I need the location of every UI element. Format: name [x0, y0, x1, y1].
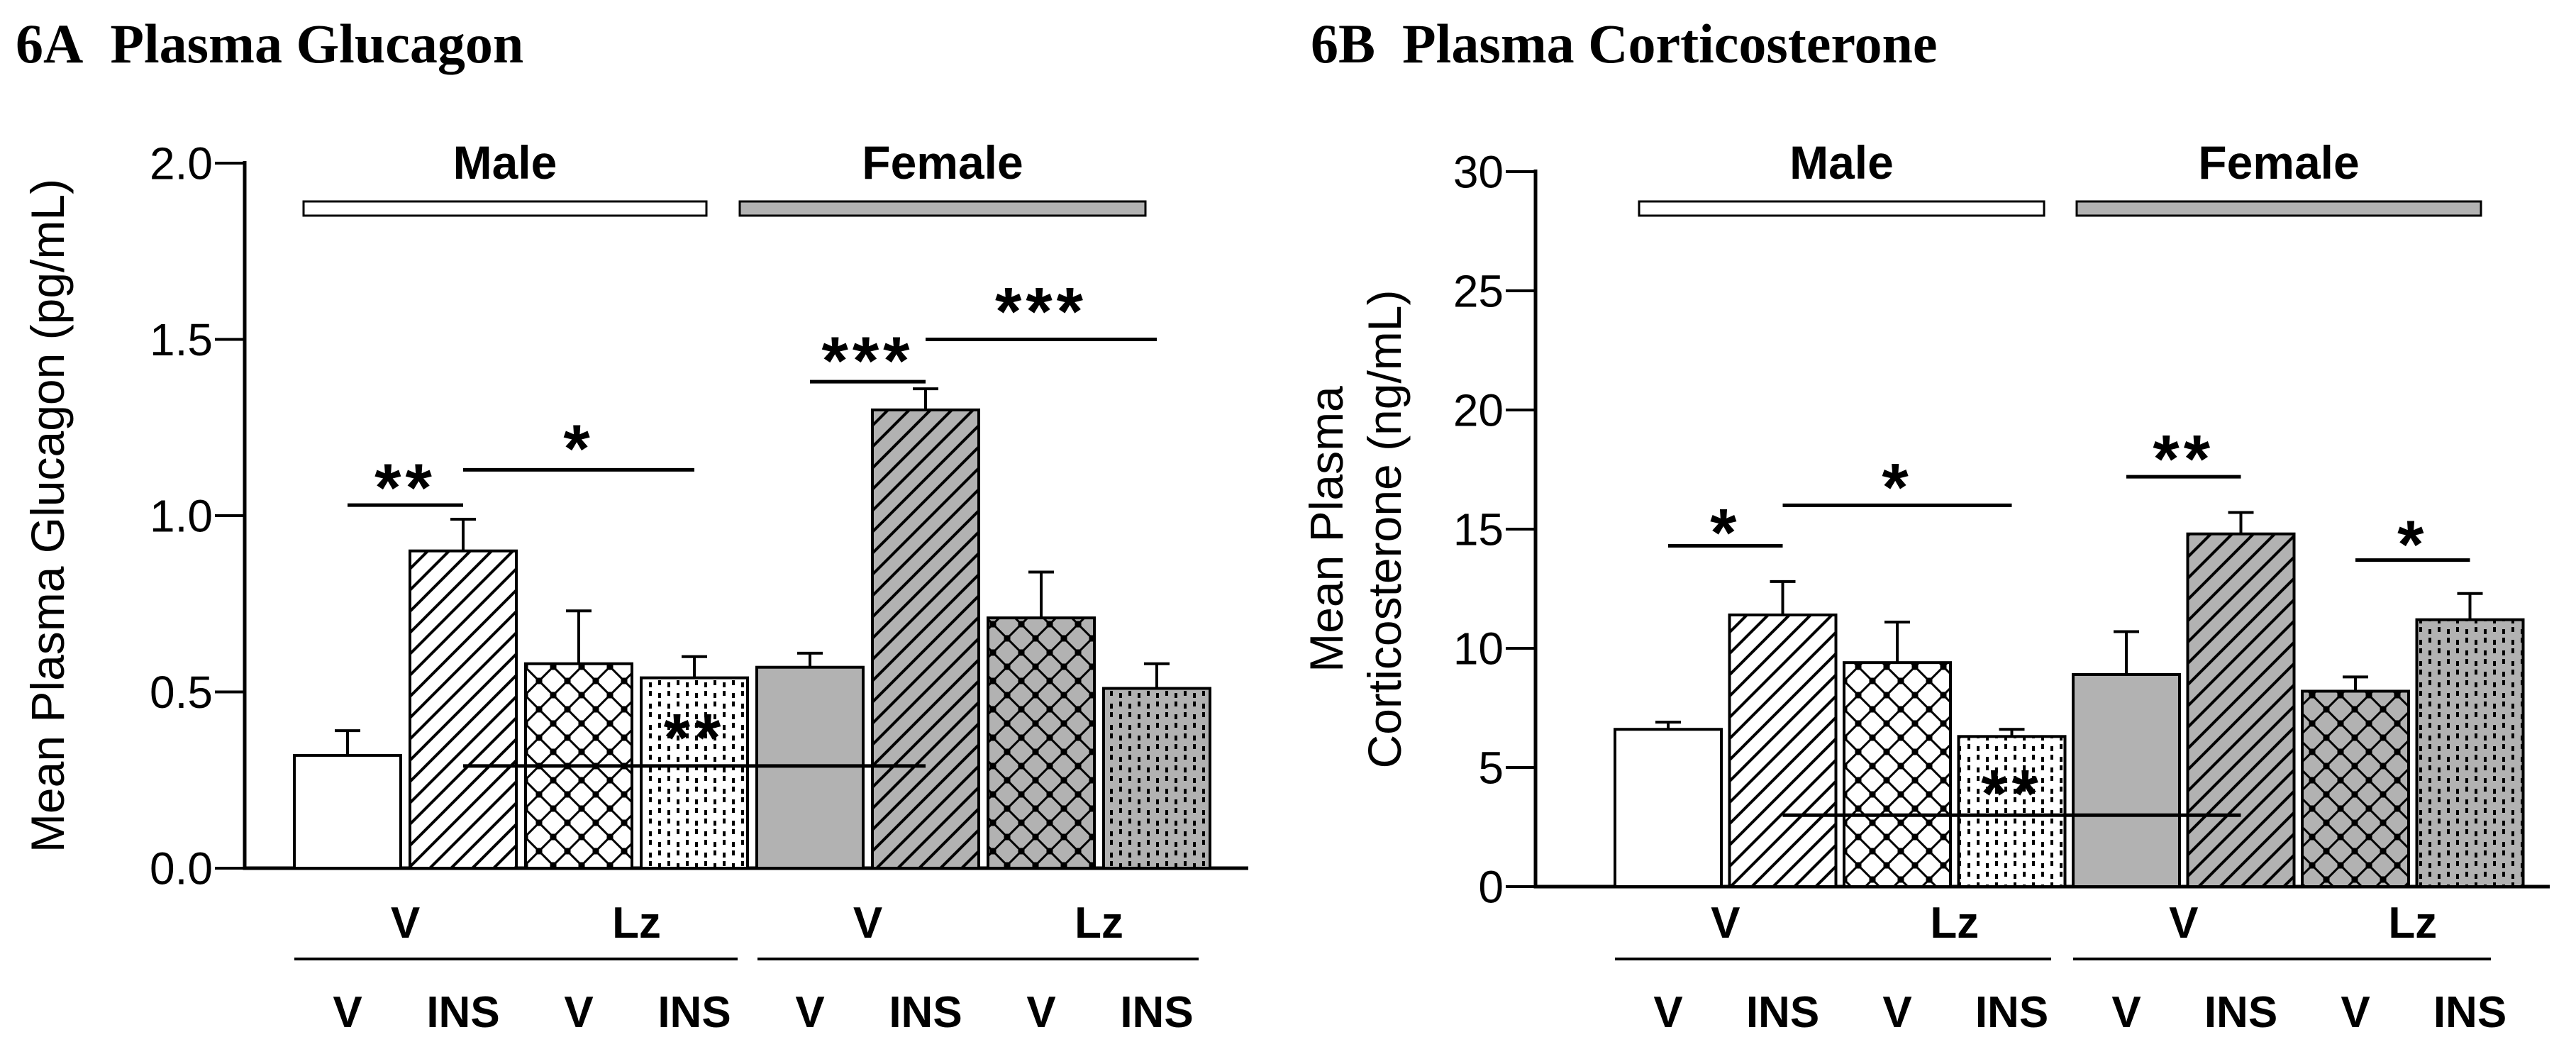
y-tick-label-plasma-corticosterone-20: 20: [1453, 384, 1504, 436]
sex-group-legend-bar-plasma-glucagon-male: [302, 200, 708, 217]
y-tick-label-plasma-corticosterone-25: 25: [1453, 265, 1504, 316]
panel-title-plasma-corticosterone: 6B Plasma Corticosterone: [1311, 13, 1938, 74]
y-axis-title-plasma-corticosterone-line1: Mean Plasma: [1300, 386, 1353, 672]
treatment-label-plasma-glucagon-3: INS: [657, 988, 731, 1037]
y-tick-label-plasma-glucagon-0.5: 0.5: [150, 667, 213, 718]
group-label-plasma-glucagon-1: Lz: [612, 899, 661, 948]
bar-plasma-corticosterone-male-lz-v: [1843, 661, 1952, 888]
panel-title-text: Plasma Glucagon: [110, 13, 523, 74]
treatment-label-plasma-corticosterone-5: INS: [2204, 988, 2277, 1037]
treatment-label-plasma-corticosterone-1: INS: [1746, 988, 1819, 1037]
treatment-label-plasma-glucagon-7: INS: [1120, 988, 1193, 1037]
bar-plasma-glucagon-male-v-ins: [409, 549, 518, 870]
treatment-label-plasma-glucagon-1: INS: [426, 988, 499, 1037]
bar-plasma-corticosterone-male-lz-ins: [1957, 735, 2067, 888]
y-axis-title-plasma-glucagon-line1: Mean Plasma Glucagon (pg/mL): [21, 179, 74, 853]
sig-label-plasma-glucagon-0: **: [374, 450, 436, 526]
group-label-plasma-glucagon-0: V: [391, 899, 420, 948]
bar-plasma-corticosterone-female-v-v: [2072, 672, 2181, 889]
sig-label-plasma-glucagon-2: ***: [821, 323, 914, 399]
treatment-label-plasma-corticosterone-4: V: [2111, 988, 2141, 1037]
group-label-plasma-corticosterone-1: Lz: [1930, 899, 1979, 948]
panel-label: 6A: [16, 13, 83, 74]
sig-label-plasma-corticosterone-3: *: [2397, 507, 2428, 583]
sex-group-legend-bar-plasma-corticosterone-male: [1638, 200, 2045, 217]
sig-label-plasma-corticosterone-1: *: [1882, 450, 1912, 526]
sig-label-plasma-glucagon-1: *: [563, 411, 594, 487]
bar-plasma-corticosterone-female-lz-ins: [2415, 618, 2525, 888]
treatment-label-plasma-glucagon-5: INS: [889, 988, 962, 1037]
group-label-plasma-corticosterone-0: V: [1711, 899, 1740, 948]
sex-group-label-plasma-glucagon-female: Female: [862, 136, 1023, 189]
y-tick-label-plasma-glucagon-1.5: 1.5: [150, 314, 213, 365]
panel-title-text: Plasma Corticosterone: [1402, 13, 1938, 74]
treatment-label-plasma-corticosterone-2: V: [1882, 988, 1911, 1037]
sex-group-legend-bar-plasma-glucagon-female: [738, 200, 1147, 217]
sig-label-plasma-glucagon-3: ***: [995, 274, 1087, 350]
y-tick-label-plasma-corticosterone-5: 5: [1478, 742, 1504, 793]
treatment-label-plasma-corticosterone-6: V: [2341, 988, 2370, 1037]
group-label-plasma-corticosterone-2: V: [2169, 899, 2198, 948]
sex-group-label-plasma-glucagon-male: Male: [453, 136, 557, 189]
bar-plasma-glucagon-male-v-v: [293, 753, 402, 870]
bar-plasma-glucagon-female-lz-v: [987, 616, 1096, 870]
treatment-label-plasma-corticosterone-7: INS: [2433, 988, 2506, 1037]
bar-plasma-corticosterone-male-v-v: [1614, 728, 1723, 888]
sig-label-plasma-glucagon-4: **: [664, 700, 726, 776]
bar-plasma-corticosterone-female-lz-v: [2301, 689, 2410, 888]
group-label-plasma-glucagon-2: V: [853, 899, 882, 948]
y-tick-label-plasma-corticosterone-30: 30: [1453, 146, 1504, 197]
y-tick-label-plasma-glucagon-0.0: 0.0: [150, 843, 213, 894]
treatment-label-plasma-glucagon-0: V: [333, 988, 362, 1037]
y-tick-label-plasma-glucagon-2.0: 2.0: [150, 138, 213, 189]
treatment-label-plasma-glucagon-4: V: [795, 988, 824, 1037]
y-tick-label-plasma-corticosterone-10: 10: [1453, 623, 1504, 674]
bar-plasma-corticosterone-male-v-ins: [1728, 613, 1838, 889]
sex-group-label-plasma-corticosterone-female: Female: [2198, 136, 2359, 189]
treatment-label-plasma-glucagon-2: V: [564, 988, 593, 1037]
sig-label-plasma-corticosterone-4: **: [1981, 756, 2043, 832]
sex-group-label-plasma-corticosterone-male: Male: [1789, 136, 1894, 189]
treatment-label-plasma-corticosterone-3: INS: [1975, 988, 2048, 1037]
group-label-plasma-corticosterone-3: Lz: [2388, 899, 2437, 948]
y-tick-label-plasma-corticosterone-15: 15: [1453, 504, 1504, 555]
y-axis-title-plasma-corticosterone-line2: Corticosterone (ng/mL): [1358, 290, 1411, 769]
treatment-label-plasma-glucagon-6: V: [1026, 988, 1055, 1037]
treatment-label-plasma-corticosterone-0: V: [1653, 988, 1682, 1037]
panel-title-plasma-glucagon: 6A Plasma Glucagon: [16, 13, 523, 74]
sex-group-legend-bar-plasma-corticosterone-female: [2075, 200, 2482, 217]
group-label-plasma-glucagon-3: Lz: [1075, 899, 1123, 948]
bar-plasma-corticosterone-female-v-ins: [2186, 532, 2296, 888]
y-tick-label-plasma-glucagon-1.0: 1.0: [150, 490, 213, 541]
bar-plasma-glucagon-female-v-ins: [871, 408, 980, 870]
sig-label-plasma-corticosterone-2: **: [2153, 421, 2214, 497]
panel-label: 6B: [1311, 13, 1375, 74]
y-tick-label-plasma-corticosterone-0: 0: [1478, 861, 1504, 912]
bar-plasma-glucagon-male-lz-ins: [640, 676, 749, 870]
sig-label-plasma-corticosterone-0: *: [1710, 495, 1741, 571]
bar-plasma-glucagon-female-lz-ins: [1102, 687, 1211, 870]
